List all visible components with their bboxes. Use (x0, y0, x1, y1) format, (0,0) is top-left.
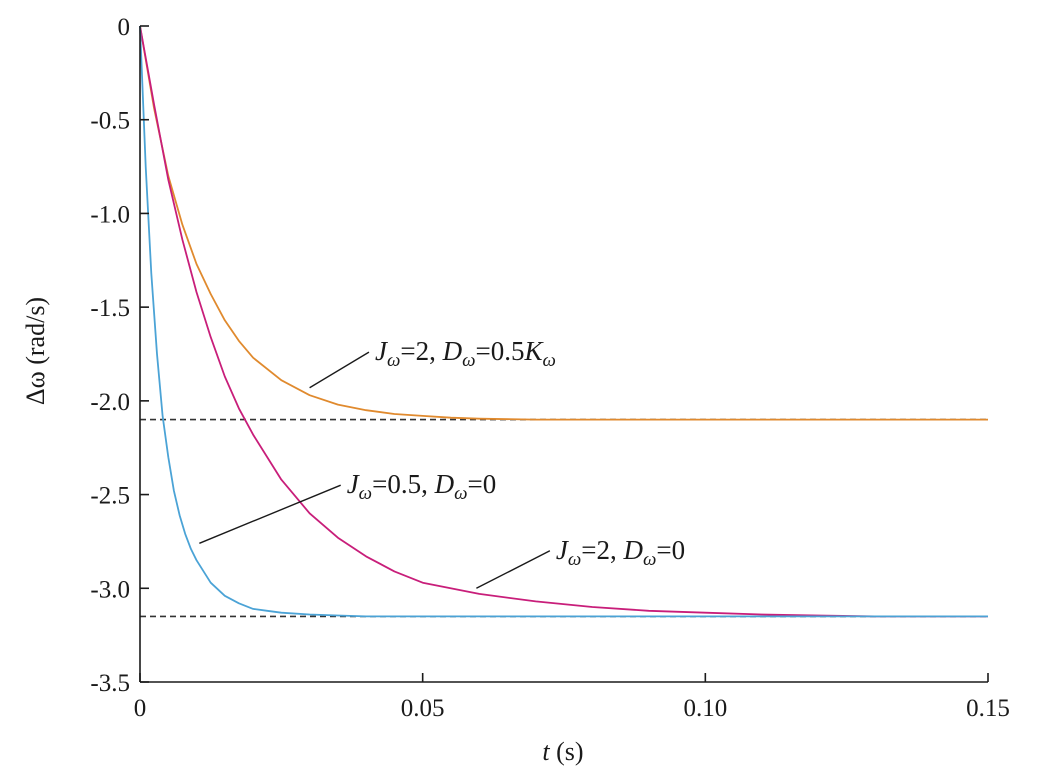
y-tick-label: -3.5 (90, 670, 130, 697)
y-tick-label: 0 (118, 14, 131, 41)
y-tick-label: -0.5 (90, 108, 130, 135)
x-tick-label: 0.15 (966, 695, 1010, 722)
axes: 0 0.05 0.10 0.15 0 -0.5 -1.0 -1.5 -2.0 -2.5 -3.0 -3… (90, 14, 1009, 722)
y-tick-label: -1.0 (90, 201, 130, 228)
series-line-1 (139, 25, 988, 421)
annotation-label: Jω​=2, Dω​=0 (556, 535, 685, 570)
annotation-1: Jω​=2, Dω​=0.5Kω​ (309, 336, 556, 389)
y-tick-label: -2.0 (90, 389, 130, 416)
annotation-label: Jω​=2, Dω​=0.5Kω​ (375, 336, 556, 371)
y-axis-label: Δω (rad/s) (21, 297, 50, 405)
y-tick-label: -1.5 (90, 295, 130, 322)
annotation-label: Jω​=0.5, Dω​=0 (347, 469, 497, 504)
annotation-leader-line (199, 484, 341, 544)
annotations: Jω​=2, Dω​=0.5Kω​ Jω​=0.5, Dω​=0 Jω​=2, Dω… (199, 336, 685, 589)
annotation-2: Jω​=0.5, Dω​=0 (199, 469, 497, 544)
annotation-3: Jω​=2, Dω​=0 (476, 535, 685, 589)
x-tick-label: 0.10 (683, 695, 727, 722)
series-line-2 (139, 25, 988, 618)
y-tick-label: -2.5 (90, 483, 130, 510)
x-axis-unit: (s) (556, 737, 583, 766)
y-axis-symbol: Δω (21, 371, 50, 405)
x-axis-symbol: t (542, 737, 550, 766)
series-layer (139, 25, 988, 618)
series-line-3 (139, 25, 988, 618)
x-tick-label: 0.05 (401, 695, 445, 722)
annotation-leader-line (309, 351, 370, 389)
x-tick-label: 0 (134, 695, 147, 722)
y-axis-unit: (rad/s) (21, 297, 50, 365)
reference-lines (140, 418, 988, 618)
y-tick-label: -3.0 (90, 576, 130, 603)
annotation-leader-line (476, 550, 551, 589)
x-axis-label: t (s) (542, 737, 583, 766)
